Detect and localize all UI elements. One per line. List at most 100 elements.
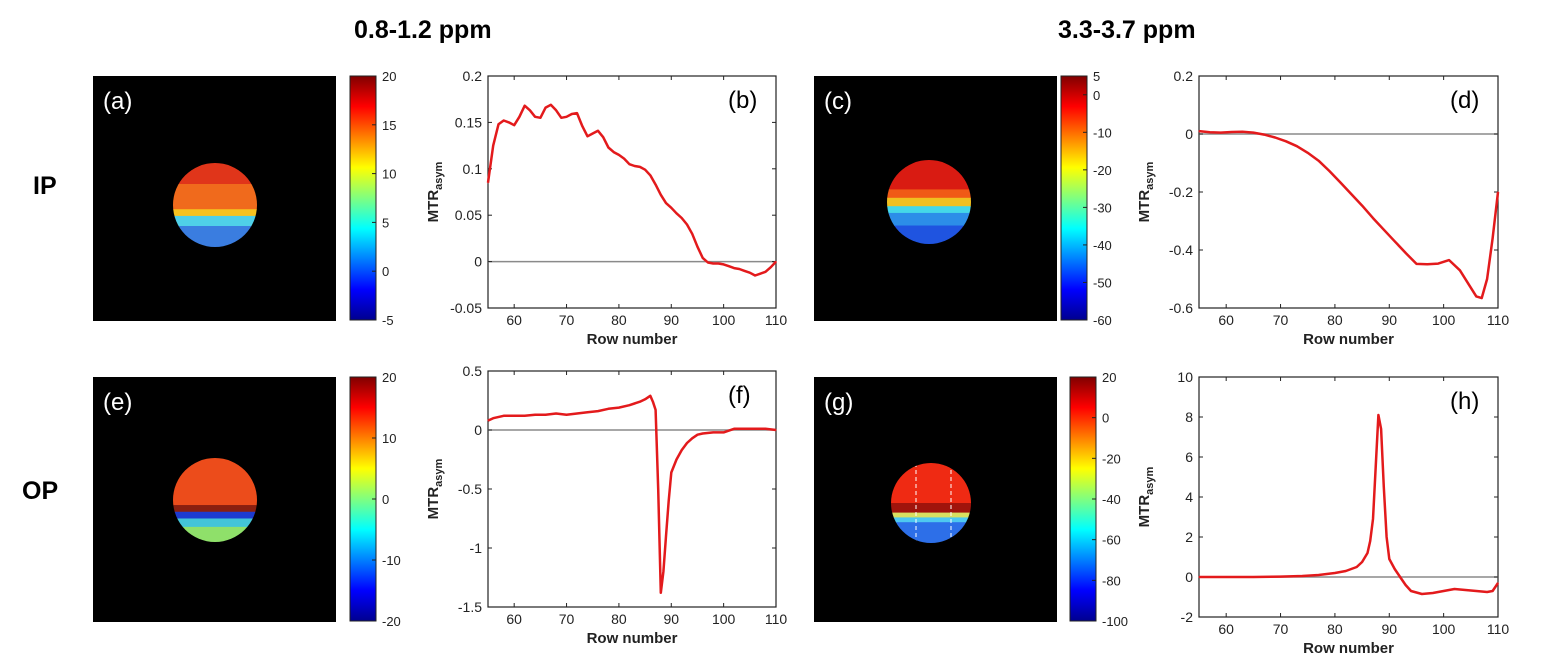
data-point [1296,145,1298,147]
map-band [887,189,971,199]
data-point [1366,552,1369,554]
data-point [503,415,505,417]
data-point [1421,593,1423,595]
data-point [1491,590,1494,592]
colorbar-tick-label: 0 [382,492,389,507]
data-point [702,432,704,435]
map-label-e: (e) [103,389,132,416]
data-point [754,274,756,277]
map-band [173,505,257,513]
data-point [1453,588,1456,590]
data-point [660,592,662,594]
x-tick-label: 100 [1432,621,1456,637]
data-point [764,271,767,273]
data-point [717,262,720,265]
data-point [534,414,536,416]
map-band [887,212,971,227]
y-tick-label: 0.2 [1174,68,1194,84]
map-band [173,184,257,210]
data-point [743,270,746,272]
map-band [173,215,257,227]
data-point [665,202,667,204]
data-point [1491,237,1494,239]
data-point [652,401,654,403]
data-point [1372,518,1374,520]
x-tick-label: 100 [712,312,736,328]
data-point [691,437,693,439]
colorbar-tick-label: -20 [1102,451,1121,466]
data-point [545,106,547,109]
map-band [173,209,257,217]
data-point [754,428,756,430]
y-tick-label: 4 [1185,489,1193,505]
colorbar-g: 20 0 -20 -40 -60 -80 -100 [1069,370,1128,629]
data-point [644,398,646,400]
y-tick-label: 0.1 [463,161,483,177]
data-point [738,268,740,270]
map-label-c: (c) [824,88,852,115]
data-point [607,408,610,410]
data-point [1410,590,1412,592]
colorbar-tick-label: -20 [1093,163,1112,178]
map-panel-e: (e) [93,377,336,622]
x-tick-label: 80 [1327,312,1343,328]
y-tick-label: 0.05 [455,207,482,223]
data-point [1404,584,1407,586]
data-point [686,223,688,226]
panel-label: (h) [1450,388,1479,415]
data-point [649,395,651,397]
colorbar-tick-label: 5 [382,215,389,230]
x-tick-label: 80 [1327,621,1343,637]
data-point [728,265,730,267]
x-tick-label: 70 [1273,621,1289,637]
data-point [618,406,620,409]
colorbar-tick-label: -100 [1102,614,1128,629]
data-point [691,233,693,235]
y-tick-label: -1.5 [458,599,482,615]
x-tick-label: 70 [1273,312,1289,328]
data-point [1459,269,1461,271]
data-point [665,535,667,537]
data-point [623,157,625,160]
x-tick-label: 110 [765,611,788,627]
colorbar-tick-label: 0 [1093,88,1100,103]
data-point [1404,252,1407,254]
x-axis-label: Row number [1303,331,1394,348]
data-point [586,411,589,413]
data-point [1350,193,1352,195]
colorbar-tick-label: 20 [1102,370,1116,385]
header-right: 3.3-3.7 ppm [1058,16,1196,44]
data-point [597,130,599,132]
panel-label: (f) [728,382,751,409]
data-point [1356,566,1358,568]
data-point [670,471,672,474]
data-point [534,116,536,118]
data-point [492,145,494,147]
x-tick-label: 90 [663,611,679,627]
data-point [628,404,630,406]
data-point [1486,278,1488,280]
data-point [1377,414,1379,416]
data-point [545,414,547,416]
x-tick-label: 60 [1218,312,1234,328]
data-point [712,431,714,433]
data-point [1385,536,1388,538]
x-tick-label: 60 [1218,621,1234,637]
data-point [1345,570,1347,572]
map-band [173,518,257,528]
chart-h: 60 70 80 90 100 110 -2 0 2 4 6 8 10 (h) Row number MTRa… [1136,369,1509,654]
data-point [1198,130,1200,132]
data-point [518,116,521,118]
data-point [1481,297,1483,299]
row-label-op: OP [22,477,59,505]
data-point [775,261,777,263]
data-point [723,263,725,265]
data-point [1274,136,1276,139]
data-point [1328,170,1331,172]
chart-b: 60 70 80 90 100 110 -0.05 0 0.05 0.1 0.15 0.2 (b) Row… [425,68,787,348]
header-left: 0.8-1.2 ppm [354,16,492,44]
data-point [1361,561,1363,563]
x-axis-label: Row number [1303,640,1394,654]
colorbar-tick-label: -40 [1102,492,1121,507]
x-tick-label: 100 [1432,312,1456,328]
